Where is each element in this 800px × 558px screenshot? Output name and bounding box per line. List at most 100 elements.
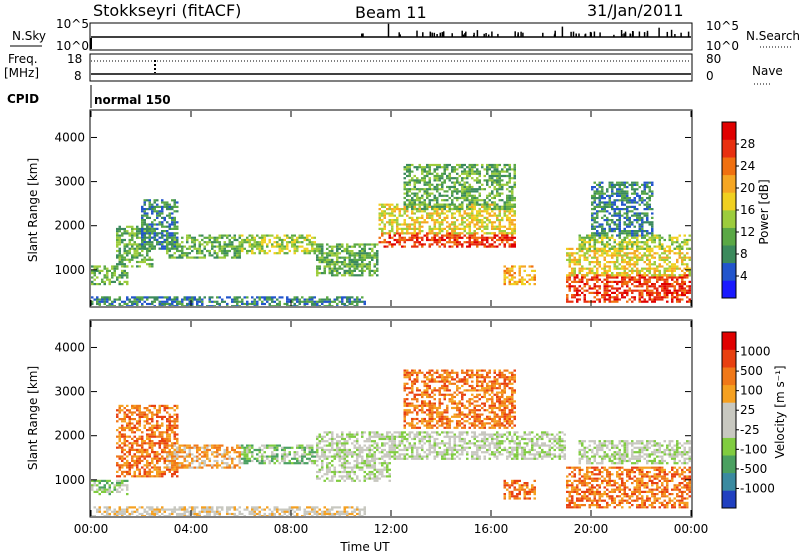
heatmap-cell [624, 283, 627, 285]
heatmap-cell [621, 204, 624, 206]
heatmap-cell [189, 462, 192, 464]
heatmap-cell [286, 301, 289, 303]
heatmap-cell [506, 206, 509, 208]
heatmap-cell [669, 290, 672, 292]
heatmap-cell [476, 217, 479, 219]
heatmap-cell [594, 217, 597, 219]
heatmap-cell [461, 190, 464, 192]
heatmap-cell [526, 281, 529, 283]
heatmap-cell [509, 283, 512, 285]
heatmap-cell [476, 243, 479, 245]
heatmap-cell [591, 276, 594, 278]
heatmap-cell [136, 246, 139, 248]
heatmap-cell [359, 243, 362, 245]
heatmap-cell [624, 272, 627, 274]
heatmap-cell [196, 445, 199, 447]
heatmap-cell [684, 254, 687, 256]
heatmap-cell [656, 294, 659, 296]
heatmap-cell [381, 235, 384, 237]
heatmap-cell [346, 265, 349, 267]
heatmap-cell [224, 257, 227, 259]
heatmap-cell [154, 442, 157, 444]
heatmap-cell [594, 232, 597, 234]
heatmap-cell [576, 290, 579, 292]
heatmap-cell [431, 219, 434, 221]
heatmap-cell [629, 281, 632, 283]
heatmap-cell [239, 254, 242, 256]
heatmap-cell [149, 217, 152, 219]
heatmap-cell [671, 292, 674, 294]
heatmap-cell [616, 283, 619, 285]
heatmap-cell [499, 173, 502, 175]
heatmap-cell [641, 270, 644, 272]
heatmap-cell [349, 261, 352, 263]
heatmap-cell [659, 241, 662, 243]
heatmap-cell [444, 219, 447, 221]
heatmap-cell [611, 201, 614, 203]
heatmap-cell [121, 447, 124, 449]
heatmap-cell [629, 274, 632, 276]
heatmap-cell [416, 199, 419, 201]
heatmap-cell [301, 246, 304, 248]
colorbar-swatch [722, 228, 736, 246]
heatmap-cell [641, 199, 644, 201]
heatmap-cell [479, 241, 482, 243]
heatmap-cell [594, 250, 597, 252]
heatmap-cell [581, 268, 584, 270]
heatmap-cell [171, 460, 174, 462]
heatmap-cell [171, 234, 174, 236]
heatmap-cell [456, 232, 459, 234]
heatmap-cell [124, 475, 127, 477]
heatmap-cell [604, 298, 607, 300]
heatmap-cell [324, 265, 327, 267]
heatmap-cell [464, 210, 467, 212]
heatmap-cell [434, 228, 437, 230]
heatmap-cell [94, 484, 97, 486]
heatmap-cell [149, 237, 152, 239]
heatmap-cell [106, 299, 109, 301]
heatmap-cell [141, 438, 144, 440]
heatmap-cell [634, 190, 637, 192]
heatmap-cell [451, 182, 454, 184]
heatmap-cell [601, 274, 604, 276]
heatmap-cell [601, 186, 604, 188]
heatmap-cell [366, 268, 369, 270]
heatmap-cell [476, 237, 479, 239]
heatmap-cell [186, 303, 189, 305]
heatmap-cell [429, 173, 432, 175]
heatmap-cell [321, 250, 324, 252]
heatmap-cell [399, 241, 402, 243]
heatmap-cell [689, 259, 692, 261]
heatmap-cell [501, 186, 504, 188]
heatmap-cell [496, 217, 499, 219]
heatmap-cell [144, 232, 147, 234]
heatmap-cell [454, 188, 457, 190]
heatmap-cell [426, 173, 429, 175]
heatmap-cell [139, 301, 142, 303]
heatmap-cell [596, 232, 599, 234]
heatmap-cell [509, 272, 512, 274]
heatmap-cell [566, 254, 569, 256]
heatmap-cell [199, 453, 202, 455]
heatmap-cell [606, 190, 609, 192]
heatmap-cell [126, 464, 129, 466]
heatmap-cell [624, 217, 627, 219]
heatmap-cell [124, 248, 127, 250]
heatmap-cell [434, 210, 437, 212]
heatmap-cell [666, 279, 669, 281]
heatmap-cell [444, 179, 447, 181]
heatmap-cell [651, 274, 654, 276]
heatmap-cell [619, 219, 622, 221]
heatmap-cell [644, 261, 647, 263]
heatmap-cell [439, 226, 442, 228]
heatmap-cell [364, 254, 367, 256]
heatmap-cell [174, 449, 177, 451]
heatmap-cell [624, 290, 627, 292]
heatmap-cell [454, 184, 457, 186]
heatmap-cell [596, 204, 599, 206]
heatmap-cell [594, 274, 597, 276]
heatmap-cell [116, 232, 119, 234]
heatmap-cell [109, 283, 112, 285]
heatmap-cell [581, 241, 584, 243]
heatmap-cell [686, 274, 689, 276]
